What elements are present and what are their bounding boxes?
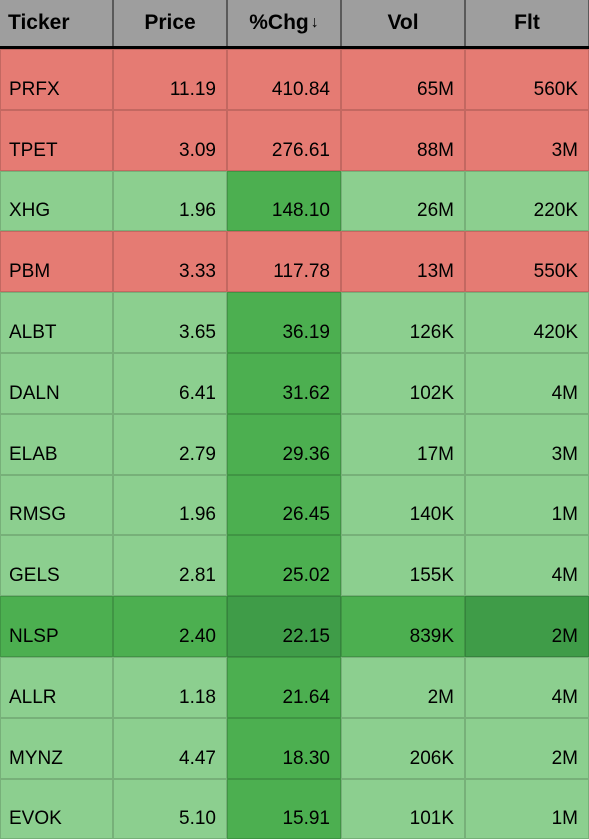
cell-vol: 155K [341, 535, 465, 596]
cell-price: 3.09 [113, 110, 227, 171]
cell-chg: 31.62 [227, 353, 341, 414]
cell-chg: 36.19 [227, 292, 341, 353]
cell-chg: 276.61 [227, 110, 341, 171]
cell-flt: 420K [465, 292, 589, 353]
cell-vol: 65M [341, 49, 465, 110]
table-row[interactable]: DALN6.4131.62102K4M [0, 353, 589, 414]
cell-vol: 88M [341, 110, 465, 171]
cell-flt: 1M [465, 475, 589, 536]
cell-ticker: RMSG [0, 475, 113, 536]
header-price[interactable]: Price [113, 0, 227, 46]
cell-vol: 2M [341, 657, 465, 718]
header-ticker[interactable]: Ticker [0, 0, 113, 46]
table-row[interactable]: PRFX11.19410.8465M560K [0, 49, 589, 110]
cell-ticker: EVOK [0, 779, 113, 840]
cell-vol: 126K [341, 292, 465, 353]
cell-vol: 140K [341, 475, 465, 536]
cell-vol: 101K [341, 779, 465, 840]
cell-ticker: PRFX [0, 49, 113, 110]
table-row[interactable]: NLSP2.4022.15839K2M [0, 596, 589, 657]
cell-flt: 560K [465, 49, 589, 110]
table-row[interactable]: XHG1.96148.1026M220K [0, 171, 589, 232]
cell-vol: 26M [341, 171, 465, 232]
cell-flt: 4M [465, 353, 589, 414]
table-row[interactable]: GELS2.8125.02155K4M [0, 535, 589, 596]
table-row[interactable]: RMSG1.9626.45140K1M [0, 475, 589, 536]
cell-ticker: TPET [0, 110, 113, 171]
cell-ticker: PBM [0, 231, 113, 292]
cell-chg: 26.45 [227, 475, 341, 536]
cell-flt: 2M [465, 718, 589, 779]
table-row[interactable]: ELAB2.7929.3617M3M [0, 414, 589, 475]
table-row[interactable]: ALLR1.1821.642M4M [0, 657, 589, 718]
header-chg[interactable]: %Chg↓ [227, 0, 341, 46]
cell-chg: 15.91 [227, 779, 341, 840]
cell-ticker: XHG [0, 171, 113, 232]
cell-chg: 410.84 [227, 49, 341, 110]
table-row[interactable]: MYNZ4.4718.30206K2M [0, 718, 589, 779]
cell-price: 11.19 [113, 49, 227, 110]
cell-ticker: GELS [0, 535, 113, 596]
cell-price: 1.96 [113, 171, 227, 232]
cell-price: 1.18 [113, 657, 227, 718]
cell-price: 6.41 [113, 353, 227, 414]
table-row[interactable]: TPET3.09276.6188M3M [0, 110, 589, 171]
cell-flt: 3M [465, 110, 589, 171]
cell-vol: 17M [341, 414, 465, 475]
table-body: PRFX11.19410.8465M560KTPET3.09276.6188M3… [0, 49, 589, 839]
cell-chg: 22.15 [227, 596, 341, 657]
header-vol[interactable]: Vol [341, 0, 465, 46]
cell-price: 2.81 [113, 535, 227, 596]
cell-price: 4.47 [113, 718, 227, 779]
cell-flt: 1M [465, 779, 589, 840]
cell-vol: 839K [341, 596, 465, 657]
cell-flt: 4M [465, 535, 589, 596]
cell-vol: 206K [341, 718, 465, 779]
cell-ticker: NLSP [0, 596, 113, 657]
cell-ticker: ALLR [0, 657, 113, 718]
table-row[interactable]: EVOK5.1015.91101K1M [0, 779, 589, 840]
cell-chg: 18.30 [227, 718, 341, 779]
cell-price: 3.33 [113, 231, 227, 292]
cell-price: 5.10 [113, 779, 227, 840]
cell-price: 2.40 [113, 596, 227, 657]
cell-chg: 117.78 [227, 231, 341, 292]
cell-vol: 102K [341, 353, 465, 414]
sort-arrow-icon: ↓ [311, 14, 319, 32]
cell-flt: 220K [465, 171, 589, 232]
cell-price: 3.65 [113, 292, 227, 353]
cell-flt: 4M [465, 657, 589, 718]
cell-price: 1.96 [113, 475, 227, 536]
cell-ticker: DALN [0, 353, 113, 414]
cell-ticker: ALBT [0, 292, 113, 353]
table-row[interactable]: PBM3.33117.7813M550K [0, 231, 589, 292]
header-flt[interactable]: Flt [465, 0, 589, 46]
cell-ticker: ELAB [0, 414, 113, 475]
table-header-row: Ticker Price %Chg↓ Vol Flt [0, 0, 589, 49]
header-chg-label: %Chg [249, 11, 309, 35]
cell-vol: 13M [341, 231, 465, 292]
cell-chg: 25.02 [227, 535, 341, 596]
cell-flt: 3M [465, 414, 589, 475]
cell-flt: 2M [465, 596, 589, 657]
cell-ticker: MYNZ [0, 718, 113, 779]
table-row[interactable]: ALBT3.6536.19126K420K [0, 292, 589, 353]
cell-chg: 29.36 [227, 414, 341, 475]
stock-table: Ticker Price %Chg↓ Vol Flt PRFX11.19410.… [0, 0, 589, 839]
cell-chg: 148.10 [227, 171, 341, 232]
cell-flt: 550K [465, 231, 589, 292]
cell-chg: 21.64 [227, 657, 341, 718]
cell-price: 2.79 [113, 414, 227, 475]
